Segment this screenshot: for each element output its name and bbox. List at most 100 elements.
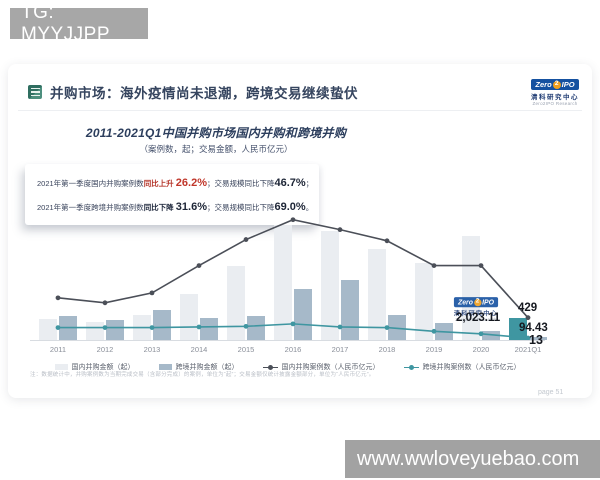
bar-domestic-amount-2018 <box>368 249 386 340</box>
chart-header: 2011-2021Q1中国并购市场国内并购和跨境并购 （案例数，起；交易金额，人… <box>56 124 376 155</box>
legend-item-0: 国内并购金额（起） <box>54 362 135 372</box>
bar-crossborder-amount-2016 <box>294 289 312 340</box>
point-crossborder-cases-2017 <box>337 324 343 330</box>
x-axis-line <box>30 340 545 341</box>
line-series-overlay <box>55 217 531 341</box>
bar-crossborder-amount-2013 <box>153 310 171 340</box>
bar-domestic-amount-2015 <box>227 265 245 340</box>
zero2ipo-two-icon: 2 <box>473 298 482 306</box>
bar-domestic-amount-2019 <box>415 263 433 340</box>
chart-title: 2011-2021Q1中国并购市场国内并购和跨境并购 <box>85 126 347 140</box>
zero2ipo-cn-name: 清科研究中心 <box>531 94 579 101</box>
x-axis-label-2021Q1: 2021Q1 <box>514 345 542 354</box>
bar-crossborder-amount-2021Q1 <box>529 336 547 340</box>
chart-footnote: 注：数据统计中，并购案例数为当期完成交易（含部分完成）的案例，单位为“起”；交易… <box>30 372 375 378</box>
chart-subtitle: （案例数，起；交易金额，人民币亿元） <box>139 144 293 154</box>
website-watermark: www.wwloveyuebao.com <box>345 440 600 478</box>
zero2ipo-logo: Zero 2 IPO 清科研究中心 Zero2IPO Research <box>531 79 579 106</box>
zero2ipo-badge: Zero 2 IPO <box>531 79 579 90</box>
bar-domestic-amount-2016 <box>274 224 292 340</box>
x-axis-label-2012: 2012 <box>96 345 114 354</box>
domestic-cases-yoy-pct: 26.2% <box>175 177 207 189</box>
telegram-watermark: TG: MYYJJPP <box>10 2 148 45</box>
x-axis-label-2011: 2011 <box>49 345 67 354</box>
x-axis-label-2019: 2019 <box>425 345 443 354</box>
x-axis-label-2014: 2014 <box>190 345 208 354</box>
legend-label: 国内并购金额（起） <box>71 364 135 371</box>
label-domestic-amount-2021q1: 2,023.11 <box>456 312 501 324</box>
label-crossborder-cases-2021q1: 13 <box>529 333 543 347</box>
legend-item-1: 跨境并购金额（起） <box>158 362 239 372</box>
bar-crossborder-amount-2014 <box>200 317 218 340</box>
point-domestic-cases-2019 <box>431 263 437 268</box>
legend-label: 跨境并购案例数（人民币亿元） <box>422 364 521 371</box>
point-domestic-cases-2013 <box>149 290 155 296</box>
bar-crossborder-amount-2017 <box>341 280 359 340</box>
legend-line-swatch <box>403 364 419 371</box>
highlight-stats-box: 2021年第一季度国内并购案例数同比上升 26.2%；交易规模同比下降46.7%… <box>25 164 319 226</box>
point-domestic-cases-2015 <box>243 237 249 242</box>
bar-domestic-amount-2012 <box>86 322 104 340</box>
slide-title: 并购市场：海外疫情尚未退潮，跨境交易继续蛰伏 <box>50 86 358 101</box>
legend-bar-swatch <box>158 364 172 370</box>
bar-crossborder-amount-2015 <box>247 316 265 340</box>
point-crossborder-cases-2014 <box>196 324 202 330</box>
point-crossborder-cases-2011 <box>55 325 61 330</box>
zero2ipo-en-name: Zero2IPO Research <box>532 101 578 106</box>
label-domestic-cases-2021q1: 429 <box>518 302 538 314</box>
bar-domestic-amount-2017 <box>321 230 339 340</box>
point-domestic-cases-2016 <box>290 217 296 223</box>
domestic-amount-yoy-pct: 46.7% <box>274 177 306 189</box>
legend-line-swatch <box>262 364 278 371</box>
point-crossborder-cases-2013 <box>149 325 155 330</box>
stat-line-crossborder: 2021年第一季度跨境并购案例数同比下降 31.6%；交易规模同比下降69.0%… <box>37 201 314 214</box>
bar-domestic-amount-2014 <box>180 294 198 340</box>
point-domestic-cases-2018 <box>384 238 390 244</box>
point-domestic-cases-2021Q1 <box>525 315 531 321</box>
page-number: page 51 <box>538 389 564 396</box>
telegram-watermark-text: TG: MYYJJPP <box>21 1 111 45</box>
legend-label: 跨境并购金额（起） <box>175 364 239 371</box>
website-watermark-text: www.wwloveyuebao.com <box>357 447 580 470</box>
report-slide: 并购市场：海外疫情尚未退潮，跨境交易继续蛰伏 Zero 2 IPO 清科研究中心 Z… <box>8 64 592 398</box>
point-crossborder-cases-2015 <box>243 323 249 329</box>
slide-header: 并购市场：海外疫情尚未退潮，跨境交易继续蛰伏 <box>28 82 358 102</box>
crossborder-yoy-direction: 同比下降 <box>143 203 176 213</box>
legend-item-3: 跨境并购案例数（人民币亿元） <box>403 362 521 372</box>
x-axis-label-2020: 2020 <box>472 345 490 354</box>
point-crossborder-cases-2012 <box>102 325 108 330</box>
x-axis-label-2017: 2017 <box>331 345 349 354</box>
point-crossborder-cases-2021Q1 <box>525 335 531 341</box>
bar-crossborder-amount-2012 <box>106 320 124 340</box>
bar-domestic-amount-2011 <box>39 318 57 340</box>
x-axis-label-2015: 2015 <box>237 345 255 354</box>
bar-crossborder-amount-2020 <box>482 331 500 340</box>
legend-label: 国内并购案例数（人民币亿元） <box>281 364 380 371</box>
x-axis-label-2016: 2016 <box>284 345 302 354</box>
bar-domestic-amount-2020 <box>462 235 480 340</box>
point-crossborder-cases-2018 <box>384 325 390 330</box>
point-crossborder-cases-2019 <box>431 328 437 334</box>
ma-market-chart: 2011 2012 2013 2014 2015 2016 2017 2018 2019 2020… <box>30 216 550 388</box>
point-domestic-cases-2014 <box>196 263 202 268</box>
point-crossborder-cases-2016 <box>290 321 296 327</box>
header-divider <box>18 110 582 111</box>
x-axis-label-2013: 2013 <box>143 345 161 354</box>
list-icon <box>28 85 42 99</box>
chart-legend: 国内并购金额（起） 跨境并购金额（起） 国内并购案例数（人民币亿元） 跨境并购案例数（… <box>30 362 545 372</box>
bar-domestic-amount-2021Q1 <box>509 317 527 340</box>
point-domestic-cases-2020 <box>478 263 484 268</box>
zero2ipo-watermark-logo: Zero 2 IPO 清科研究中心 Zero2IPO Research <box>453 297 499 322</box>
point-domestic-cases-2011 <box>55 295 61 301</box>
domestic-yoy-direction: 同比上升 <box>143 179 176 188</box>
crossborder-amount-yoy-pct: 69.0% <box>274 201 306 214</box>
crossborder-cases-yoy-pct: 31.6% <box>175 201 207 214</box>
legend-item-2: 国内并购案例数（人民币亿元） <box>262 362 380 372</box>
point-domestic-cases-2017 <box>337 227 343 233</box>
label-crossborder-amount-2021q1: 94.43 <box>519 322 548 334</box>
point-domestic-cases-2012 <box>102 300 108 306</box>
zero2ipo-two-icon: 2 <box>552 80 561 89</box>
point-crossborder-cases-2020 <box>478 331 484 337</box>
x-axis-label-2018: 2018 <box>378 345 396 354</box>
stat-line-domestic: 2021年第一季度国内并购案例数同比上升 26.2%；交易规模同比下降46.7%… <box>37 177 314 189</box>
